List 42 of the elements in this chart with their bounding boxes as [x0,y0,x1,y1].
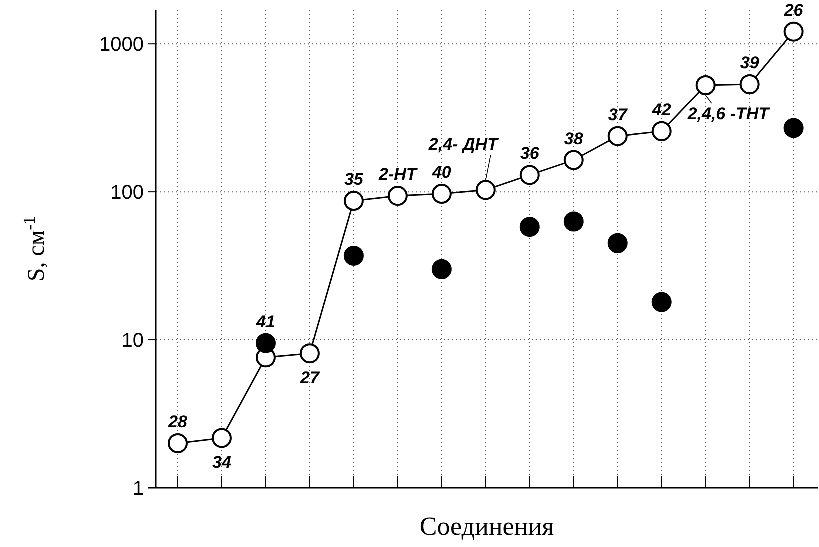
annotation: 28 [168,412,188,432]
point [212,428,232,448]
annotation: 41 [256,312,276,332]
point [652,292,672,312]
annotation: 34 [212,453,232,472]
annotation: 26 [783,0,804,20]
annotation: 38 [564,129,584,148]
point [784,118,804,138]
annotation: 2,4,6 -ТНТ [686,104,771,124]
y-tick-label: 100 [110,182,144,204]
point [564,212,584,232]
annotation: 36 [520,144,540,164]
y-tick-label: 1000 [100,34,144,56]
annotation: 42 [651,100,672,120]
point [652,121,672,142]
annotation: 35 [344,170,364,190]
annotation: 40 [431,163,452,182]
annotation: 27 [299,368,321,388]
point [608,126,628,146]
point [608,233,628,254]
point [740,74,760,95]
point [388,186,408,206]
x-axis-title: Соединения [420,512,554,541]
annotation: 37 [608,105,629,124]
y-tick-label: 1 [132,478,144,500]
point [476,180,496,200]
point [432,184,452,204]
annotation: 2,4- ДНТ [428,135,500,154]
annotation: 39 [740,54,760,73]
point [168,433,188,454]
y-tick-label: 10 [122,330,144,352]
point [344,191,364,212]
point [520,165,540,186]
point [564,150,584,170]
point [520,217,540,238]
point [696,76,716,96]
point [256,333,276,354]
point [432,259,452,280]
point [344,246,364,266]
point [300,344,320,364]
annotation: 2-НТ [378,165,418,184]
point [784,22,804,42]
